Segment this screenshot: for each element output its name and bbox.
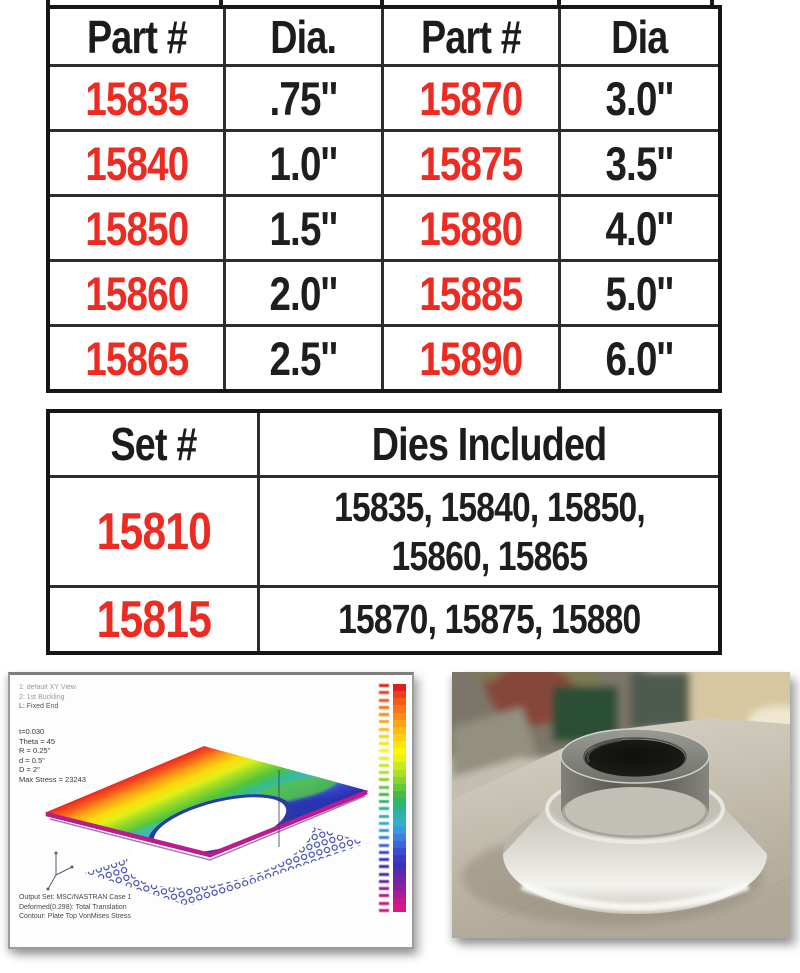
part-number-cell: 15870	[381, 64, 558, 129]
part-number-cell: 15865	[50, 324, 223, 389]
diameter-cell: 1.0''	[223, 129, 381, 194]
fea-plot-graphic	[44, 746, 369, 906]
fea-parameter-annotations: t=0.030 Theta = 45 R = 0.25" d = 0.5" D …	[19, 727, 86, 784]
axis-triad-icon	[46, 851, 74, 891]
part-number-cell: 15890	[381, 324, 558, 389]
part-number-cell: 15860	[50, 259, 223, 324]
part-number-cell: 15850	[50, 194, 223, 259]
part-number-cell: 15840	[50, 129, 223, 194]
table-crop-stub	[710, 0, 714, 7]
set-number-cell: 15810	[50, 475, 257, 585]
parts-header-dia2: Dia	[558, 9, 718, 64]
diameter-cell: 2.5''	[223, 324, 381, 389]
fea-view-annotations: 1: default XY View 2: 1st Buckling L: Fi…	[19, 684, 76, 710]
die-photo-graphic	[452, 672, 790, 938]
parts-header-part1: Part #	[86, 10, 188, 63]
parts-diameter-table: Part # Dia. Part # Dia 15835 .75'' 15870…	[46, 5, 722, 393]
diameter-cell: 4.0''	[558, 194, 718, 259]
die-flange	[503, 771, 767, 914]
table-crop-stub	[380, 0, 384, 7]
parts-header-dia1: Dia.	[223, 9, 381, 64]
diameter-cell: 3.0''	[558, 64, 718, 129]
fea-legend-labels	[379, 684, 390, 912]
die-sets-table: Set # Dies Included 15810 15835, 15840, …	[46, 409, 722, 655]
sets-header-dies: Dies Included	[257, 413, 718, 475]
table-crop-stub	[46, 0, 50, 7]
part-number-cell: 15880	[381, 194, 558, 259]
set-number-cell: 15815	[50, 585, 257, 651]
die-bore	[585, 739, 685, 777]
diameter-cell: 2.0''	[223, 259, 381, 324]
table-crop-stub	[219, 0, 223, 7]
fea-front-edge	[45, 789, 368, 858]
diameter-cell: 1.5''	[223, 194, 381, 259]
sets-header-set: Set #	[110, 418, 197, 470]
diameter-cell: 3.5''	[558, 129, 718, 194]
die-product-photo	[452, 672, 790, 938]
die-hub	[560, 728, 710, 814]
table-crop-stub	[557, 0, 561, 7]
fea-color-legend	[393, 684, 406, 912]
dies-included-cell: 15835, 15840, 15850, 15860, 15865	[257, 475, 718, 585]
part-number-cell: 15835	[50, 64, 223, 129]
diameter-cell: 5.0''	[558, 259, 718, 324]
diameter-cell: 6.0''	[558, 324, 718, 389]
fea-output-annotations: Output Set: MSC/NASTRAN Case 1 Deformed(…	[19, 894, 132, 920]
diameter-cell: .75''	[223, 64, 381, 129]
part-number-cell: 15885	[381, 259, 558, 324]
dies-included-cell: 15870, 15875, 15880	[257, 585, 718, 651]
part-number-cell: 15875	[381, 129, 558, 194]
fea-simulation-image: 1: default XY View 2: 1st Buckling L: Fi…	[8, 672, 414, 949]
parts-header-part2: Part #	[381, 9, 558, 64]
